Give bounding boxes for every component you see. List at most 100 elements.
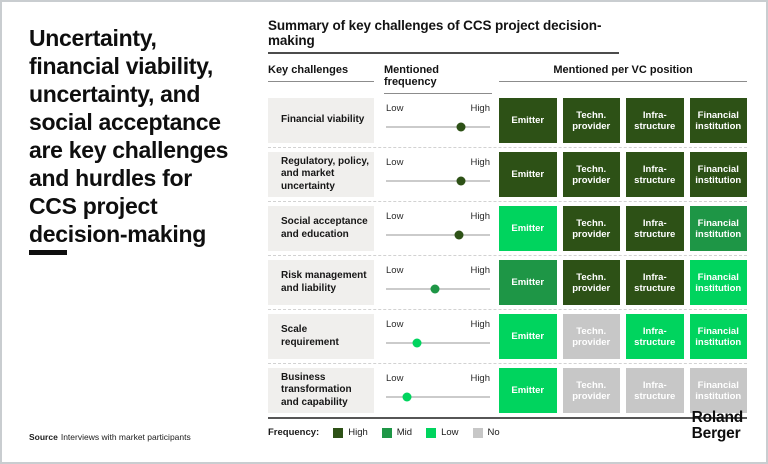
table-row: Business transformation and capability Lo… — [268, 368, 747, 413]
column-headers: Key challenges Mentioned frequency Menti… — [268, 64, 747, 94]
vc-cell: Financial institution — [689, 206, 747, 251]
legend-swatch — [333, 427, 344, 438]
frequency-slider: Low High — [384, 314, 492, 359]
vc-cells: Emitter Techn. provider Infra- structure Fi… — [499, 368, 747, 413]
table-row: Financial viability Low High Emitter Techn. … — [268, 98, 747, 143]
frequency-slider: Low High — [384, 206, 492, 251]
vc-cells: Emitter Techn. provider Infra- structure Fi… — [499, 152, 747, 197]
vc-cell: Financial institution — [689, 152, 747, 197]
slider-high-label: High — [470, 103, 490, 114]
slide-headline: Uncertainty, financial viability, uncert… — [29, 25, 229, 247]
table-bottom-line — [268, 417, 747, 419]
table-row: Scale requirement Low High Emitter Techn. pr… — [268, 314, 747, 359]
table-rows: Financial viability Low High Emitter Techn. … — [268, 98, 747, 413]
slider-high-label: High — [470, 265, 490, 276]
source-text: Interviews with market participants — [60, 432, 191, 442]
source: Source Interviews with market participant… — [29, 432, 191, 442]
vc-cell: Financial institution — [689, 98, 747, 143]
source-label: Source — [29, 432, 58, 442]
slider-low-label: Low — [386, 157, 404, 168]
column-header-mentioned-frequency: Mentioned frequency — [384, 64, 492, 94]
column-header-key-challenges: Key challenges — [268, 64, 374, 82]
legend-label: High — [348, 427, 368, 438]
legend-swatch — [472, 427, 483, 438]
row-separator — [268, 305, 747, 314]
frequency-slider: Low High — [384, 98, 492, 143]
frequency-slider: Low High — [384, 152, 492, 197]
table-row: Regulatory, policy, and market uncertain… — [268, 152, 747, 197]
row-separator — [268, 251, 747, 260]
vc-cell: Emitter — [499, 314, 557, 359]
legend-item: High — [333, 427, 368, 438]
vc-cell: Emitter — [499, 368, 557, 413]
vc-cells: Emitter Techn. provider Infra- structure Fi… — [499, 260, 747, 305]
vc-cell: Infra- structure — [626, 98, 684, 143]
slider-dot — [454, 230, 464, 240]
vc-cell: Techn. provider — [562, 206, 620, 251]
slider-track — [386, 338, 490, 348]
slider-dot — [402, 392, 412, 402]
vc-cell: Financial institution — [689, 314, 747, 359]
challenge-label: Financial viability — [268, 98, 374, 143]
slider-dot — [430, 284, 440, 294]
legend-label: Mid — [396, 427, 413, 438]
challenge-label: Social acceptance and education — [268, 206, 374, 251]
vc-cell: Infra- structure — [626, 314, 684, 359]
vc-cell: Emitter — [499, 98, 557, 143]
slider-low-label: Low — [386, 265, 404, 276]
vc-cell: Techn. provider — [562, 152, 620, 197]
row-separator — [268, 143, 747, 152]
column-header-vc-position: Mentioned per VC position — [499, 64, 747, 82]
row-separator — [268, 197, 747, 206]
slider-high-label: High — [470, 373, 490, 384]
vc-cell: Techn. provider — [562, 260, 620, 305]
slider-high-label: High — [470, 211, 490, 222]
legend-item: Mid — [381, 427, 413, 438]
vc-cells: Emitter Techn. provider Infra- structure Fi… — [499, 314, 747, 359]
slider-track — [386, 230, 490, 240]
vc-cell: Financial institution — [689, 368, 747, 413]
slider-high-label: High — [470, 319, 490, 330]
slider-dot — [456, 176, 466, 186]
vc-cell: Infra- structure — [626, 368, 684, 413]
vc-cell: Techn. provider — [562, 98, 620, 143]
vc-cell: Techn. provider — [562, 314, 620, 359]
table-row: Risk management and liability Low High Emit… — [268, 260, 747, 305]
vc-cell: Financial institution — [689, 260, 747, 305]
challenge-label: Regulatory, policy, and market uncertain… — [268, 152, 374, 197]
vc-cell: Emitter — [499, 206, 557, 251]
legend-label: Low — [441, 427, 459, 438]
frequency-slider: Low High — [384, 260, 492, 305]
legend-swatch — [381, 427, 392, 438]
frequency-slider: Low High — [384, 368, 492, 413]
slider-low-label: Low — [386, 103, 404, 114]
vc-cells: Emitter Techn. provider Infra- structure Fi… — [499, 98, 747, 143]
headline-dash — [29, 250, 67, 255]
challenge-label: Business transformation and capability — [268, 368, 374, 413]
slider-track — [386, 176, 490, 186]
legend-label: No — [487, 427, 500, 438]
vc-cell: Emitter — [499, 152, 557, 197]
slider-low-label: Low — [386, 373, 404, 384]
table-row: Social acceptance and education Low High Em… — [268, 206, 747, 251]
vc-cells: Emitter Techn. provider Infra- structure Fi… — [499, 206, 747, 251]
vc-cell: Infra- structure — [626, 206, 684, 251]
challenge-label: Risk management and liability — [268, 260, 374, 305]
summary-panel: Summary of key challenges of CCS project… — [268, 18, 747, 438]
slider-high-label: High — [470, 157, 490, 168]
vc-cell: Infra- structure — [626, 260, 684, 305]
vc-cell: Infra- structure — [626, 152, 684, 197]
legend-swatch — [426, 427, 437, 438]
slider-dot — [412, 338, 422, 348]
legend-item: No — [472, 427, 500, 438]
slider-track — [386, 122, 490, 132]
slider-track — [386, 392, 490, 402]
slider-track — [386, 284, 490, 294]
slider-low-label: Low — [386, 211, 404, 222]
legend: Frequency: High Mid Low No — [268, 427, 747, 438]
legend-item: Low — [426, 427, 459, 438]
slider-low-label: Low — [386, 319, 404, 330]
vc-cell: Emitter — [499, 260, 557, 305]
slider-dot — [456, 122, 466, 132]
